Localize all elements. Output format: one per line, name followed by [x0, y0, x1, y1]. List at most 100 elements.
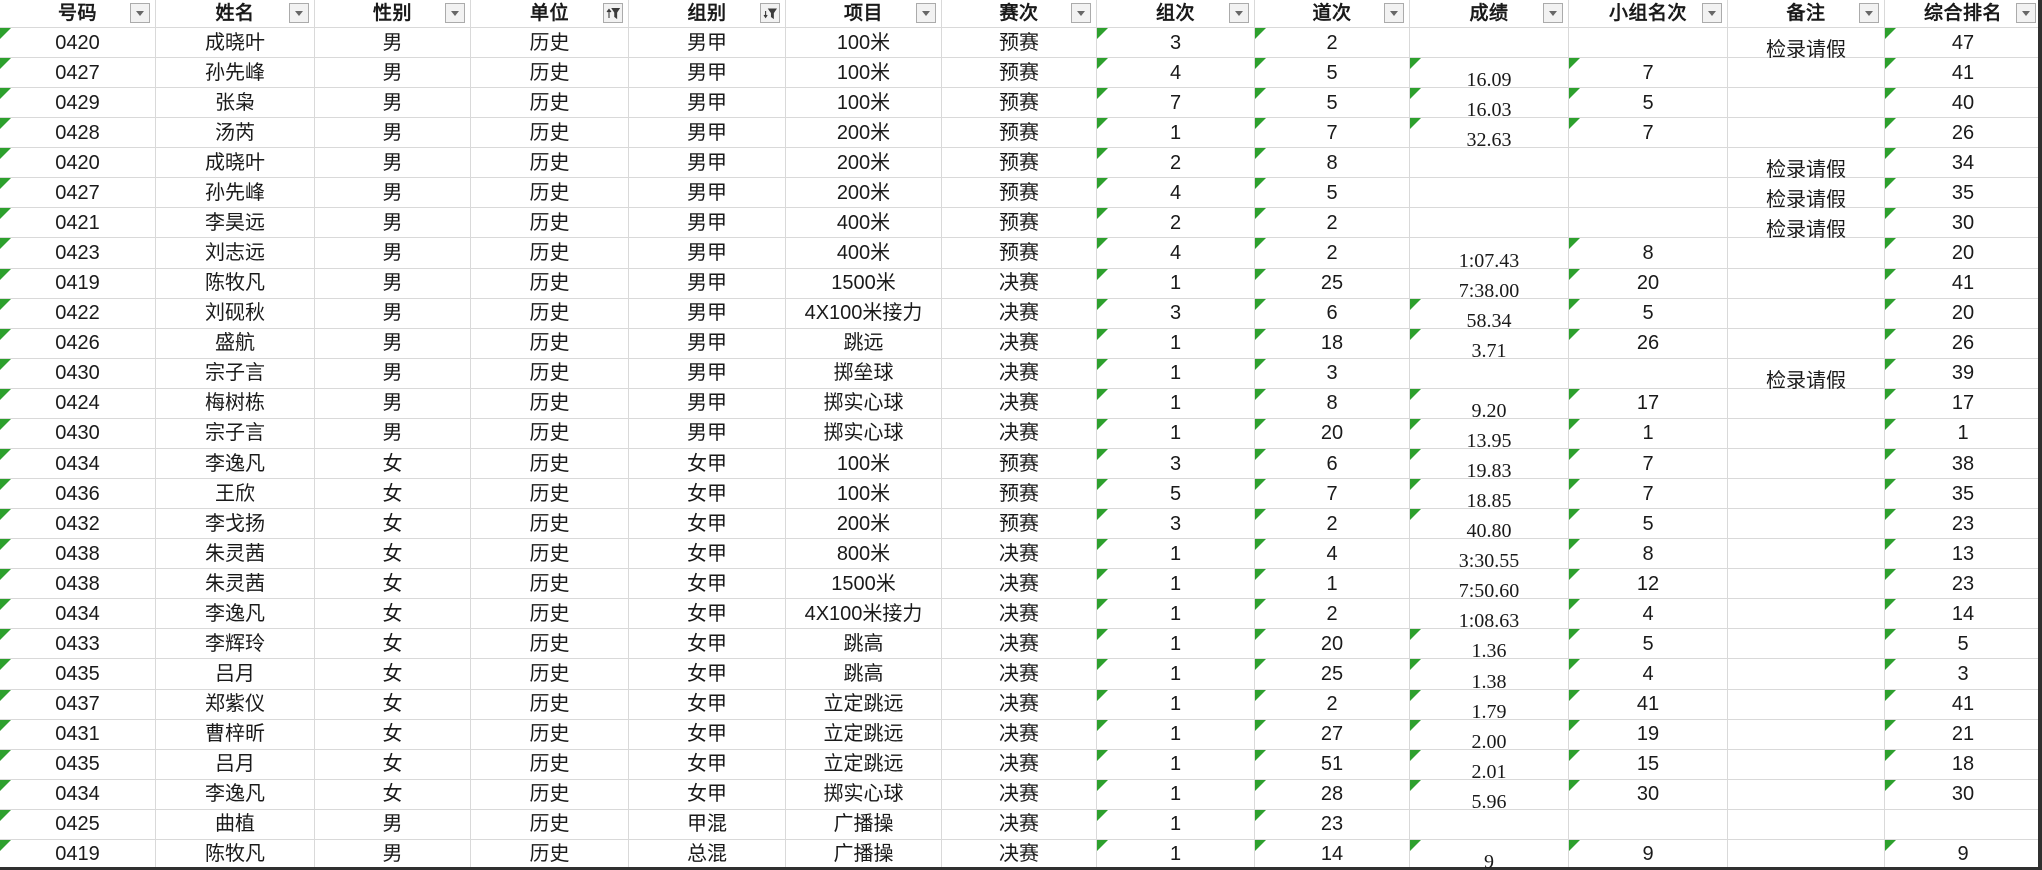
cell-group[interactable]: 男甲 — [629, 418, 786, 449]
cell-id[interactable]: 0419 — [0, 839, 156, 870]
cell-name[interactable]: 刘志远 — [156, 238, 315, 269]
cell-rank[interactable]: 7 — [1569, 118, 1728, 149]
cell-round[interactable]: 决赛 — [942, 569, 1097, 600]
cell-id[interactable]: 0426 — [0, 328, 156, 359]
cell-event[interactable]: 200米 — [786, 118, 942, 149]
cell-score[interactable]: 58.34 — [1410, 298, 1569, 331]
cell-id[interactable]: 0434 — [0, 448, 156, 480]
filter-button-name[interactable] — [289, 3, 309, 23]
cell-rank[interactable]: 17 — [1569, 388, 1728, 419]
cell-heat[interactable]: 2 — [1097, 208, 1255, 239]
cell-rank[interactable] — [1569, 28, 1728, 59]
cell-name[interactable]: 汤芮 — [156, 118, 315, 149]
cell-score[interactable]: 1:08.63 — [1410, 599, 1569, 631]
cell-score[interactable]: 16.09 — [1410, 58, 1569, 90]
cell-overall[interactable]: 23 — [1885, 569, 2042, 600]
cell-note[interactable] — [1728, 779, 1885, 810]
cell-note[interactable] — [1728, 599, 1885, 630]
cell-gender[interactable]: 男 — [315, 268, 471, 299]
cell-overall[interactable]: 35 — [1885, 178, 2042, 209]
cell-score[interactable]: 2.00 — [1410, 719, 1569, 752]
cell-name[interactable]: 陈牧凡 — [156, 839, 315, 870]
cell-note[interactable]: 检录请假 — [1728, 28, 1885, 60]
cell-event[interactable]: 100米 — [786, 479, 942, 510]
cell-id[interactable]: 0427 — [0, 58, 156, 89]
cell-score[interactable]: 16.03 — [1410, 88, 1569, 120]
cell-round[interactable]: 预赛 — [942, 238, 1097, 269]
header-rank[interactable]: 小组名次 — [1569, 0, 1728, 28]
cell-group[interactable]: 甲混 — [629, 809, 786, 840]
cell-note[interactable] — [1728, 118, 1885, 149]
cell-group[interactable]: 男甲 — [629, 88, 786, 119]
cell-name[interactable]: 吕月 — [156, 749, 315, 780]
cell-rank[interactable]: 8 — [1569, 539, 1728, 570]
cell-score[interactable]: 2.01 — [1410, 749, 1569, 782]
cell-id[interactable]: 0419 — [0, 268, 156, 299]
header-name[interactable]: 姓名 — [156, 0, 315, 28]
cell-round[interactable]: 预赛 — [942, 509, 1097, 540]
cell-gender[interactable]: 女 — [315, 629, 471, 660]
cell-group[interactable]: 女甲 — [629, 599, 786, 630]
cell-name[interactable]: 朱灵茜 — [156, 569, 315, 600]
cell-group[interactable]: 男甲 — [629, 238, 786, 269]
cell-event[interactable]: 广播操 — [786, 809, 942, 840]
cell-score[interactable]: 1.36 — [1410, 629, 1569, 661]
cell-note[interactable] — [1728, 629, 1885, 660]
cell-lane[interactable]: 14 — [1255, 839, 1410, 870]
header-event[interactable]: 项目 — [786, 0, 942, 28]
cell-round[interactable]: 预赛 — [942, 148, 1097, 179]
cell-gender[interactable]: 男 — [315, 328, 471, 359]
cell-score[interactable]: 3.71 — [1410, 328, 1569, 361]
cell-lane[interactable]: 5 — [1255, 178, 1410, 209]
cell-group[interactable]: 总混 — [629, 839, 786, 870]
cell-note[interactable] — [1728, 448, 1885, 480]
cell-heat[interactable]: 1 — [1097, 659, 1255, 690]
cell-gender[interactable]: 女 — [315, 659, 471, 690]
cell-round[interactable]: 决赛 — [942, 358, 1097, 389]
cell-gender[interactable]: 男 — [315, 208, 471, 239]
cell-lane[interactable]: 25 — [1255, 268, 1410, 299]
cell-unit[interactable]: 历史 — [471, 328, 629, 359]
cell-gender[interactable]: 男 — [315, 298, 471, 329]
cell-rank[interactable]: 20 — [1569, 268, 1728, 299]
cell-note[interactable] — [1728, 509, 1885, 540]
cell-heat[interactable]: 4 — [1097, 178, 1255, 209]
cell-group[interactable]: 男甲 — [629, 268, 786, 299]
cell-name[interactable]: 成晓叶 — [156, 28, 315, 59]
cell-rank[interactable] — [1569, 358, 1728, 389]
cell-unit[interactable]: 历史 — [471, 779, 629, 810]
cell-round[interactable]: 决赛 — [942, 599, 1097, 630]
cell-id[interactable]: 0438 — [0, 569, 156, 600]
cell-event[interactable]: 1500米 — [786, 268, 942, 299]
cell-rank[interactable] — [1569, 148, 1728, 179]
cell-unit[interactable]: 历史 — [471, 839, 629, 870]
cell-event[interactable]: 200米 — [786, 509, 942, 540]
cell-round[interactable]: 决赛 — [942, 268, 1097, 299]
cell-rank[interactable] — [1569, 178, 1728, 209]
filter-button-rank[interactable] — [1702, 3, 1722, 23]
cell-round[interactable]: 预赛 — [942, 118, 1097, 149]
cell-score[interactable] — [1410, 148, 1569, 179]
cell-round[interactable]: 决赛 — [942, 779, 1097, 810]
cell-rank[interactable]: 12 — [1569, 569, 1728, 600]
cell-note[interactable]: 检录请假 — [1728, 358, 1885, 391]
cell-rank[interactable]: 5 — [1569, 629, 1728, 660]
cell-name[interactable]: 李逸凡 — [156, 599, 315, 630]
cell-group[interactable]: 男甲 — [629, 298, 786, 329]
cell-id[interactable]: 0432 — [0, 509, 156, 540]
cell-unit[interactable]: 历史 — [471, 749, 629, 780]
cell-lane[interactable]: 20 — [1255, 418, 1410, 449]
filter-button-event[interactable] — [916, 3, 936, 23]
cell-unit[interactable]: 历史 — [471, 58, 629, 89]
cell-gender[interactable]: 男 — [315, 418, 471, 449]
cell-heat[interactable]: 7 — [1097, 88, 1255, 119]
cell-lane[interactable]: 25 — [1255, 659, 1410, 690]
cell-round[interactable]: 决赛 — [942, 809, 1097, 840]
cell-unit[interactable]: 历史 — [471, 599, 629, 630]
cell-score[interactable]: 1.38 — [1410, 659, 1569, 692]
cell-unit[interactable]: 历史 — [471, 629, 629, 660]
cell-event[interactable]: 200米 — [786, 178, 942, 209]
filter-button-round[interactable] — [1071, 3, 1091, 23]
cell-gender[interactable]: 男 — [315, 88, 471, 119]
cell-group[interactable]: 女甲 — [629, 629, 786, 660]
